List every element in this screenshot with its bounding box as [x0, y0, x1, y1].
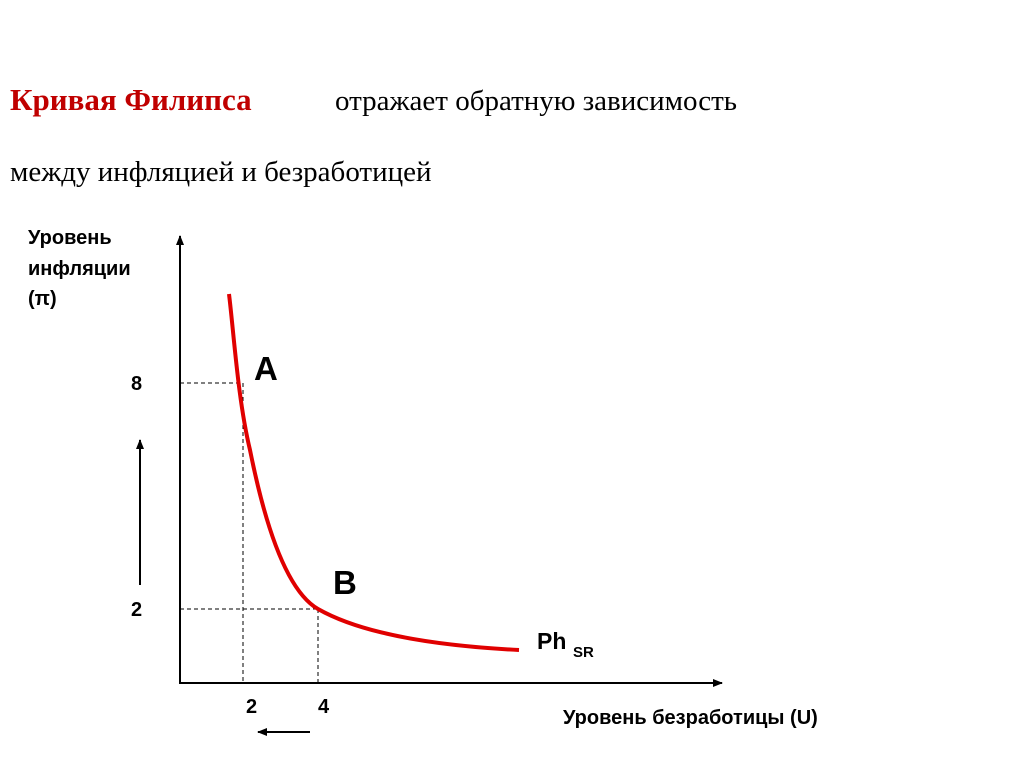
title-rest: отражает обратную зависимость [335, 85, 737, 117]
curve-label-sub: SR [573, 644, 594, 661]
point-label: B [333, 564, 357, 601]
y-tick-label: 8 [131, 373, 142, 395]
y-tick-label: 2 [131, 599, 142, 621]
y-axis-label: Уровень [28, 227, 112, 249]
y-axis-label: инфляции [28, 258, 131, 280]
x-tick-label: 4 [318, 696, 330, 718]
curve-label: Ph [537, 628, 566, 654]
y-axis-label: (π) [28, 288, 57, 310]
title-line2: между инфляцией и безработицей [10, 156, 432, 188]
phillips-curve [227, 293, 520, 652]
x-tick-label: 2 [246, 696, 257, 718]
title-bold: Кривая Филипса [10, 82, 252, 117]
point-label: A [254, 350, 278, 387]
guide-lines [180, 382, 319, 683]
x-axis-label: Уровень безработицы (U) [563, 707, 818, 729]
